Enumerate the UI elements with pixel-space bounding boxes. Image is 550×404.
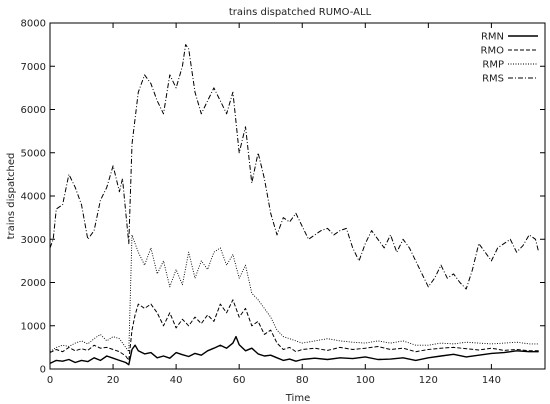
y-tick-label: 0	[40, 365, 46, 376]
series-line-rms	[49, 44, 540, 290]
x-axis: 0 20 40 60 80 100 120 140	[47, 23, 501, 386]
x-tick-label: 40	[170, 375, 183, 386]
legend: RMN RMO RMP RMS	[481, 32, 538, 85]
y-tick-label: 8000	[21, 19, 46, 30]
x-tick-label: 80	[296, 375, 309, 386]
x-tick-label: 0	[47, 375, 53, 386]
y-tick-label: 4000	[21, 192, 46, 203]
x-tick-label: 60	[233, 375, 246, 386]
y-tick-label: 2000	[21, 278, 46, 289]
chart-title: trains dispatched RUMO-ALL	[229, 7, 372, 18]
x-tick-label: 120	[419, 375, 438, 386]
y-tick-label: 7000	[21, 62, 46, 73]
x-tick-label: 140	[482, 375, 501, 386]
series-line-rmo	[49, 299, 539, 361]
x-tick-label: 100	[356, 375, 375, 386]
y-axis: 0 1000 2000 3000 4000 5000 6000 7000 8000	[21, 19, 545, 376]
y-tick-label: 1000	[21, 321, 46, 332]
legend-label-rmp: RMP	[482, 60, 504, 71]
y-tick-label: 3000	[21, 235, 46, 246]
legend-label-rms: RMS	[482, 74, 504, 85]
y-axis-title: trains dispatched	[6, 153, 17, 240]
legend-label-rmn: RMN	[481, 32, 504, 43]
series-line-rmn	[49, 335, 539, 366]
x-tick-label: 20	[107, 375, 120, 386]
y-tick-label: 6000	[21, 105, 46, 116]
series-lines	[49, 44, 540, 366]
y-tick-label: 5000	[21, 148, 46, 159]
legend-label-rmo: RMO	[481, 46, 505, 57]
x-axis-title: Time	[285, 393, 310, 404]
series-line-rmp	[49, 234, 539, 353]
